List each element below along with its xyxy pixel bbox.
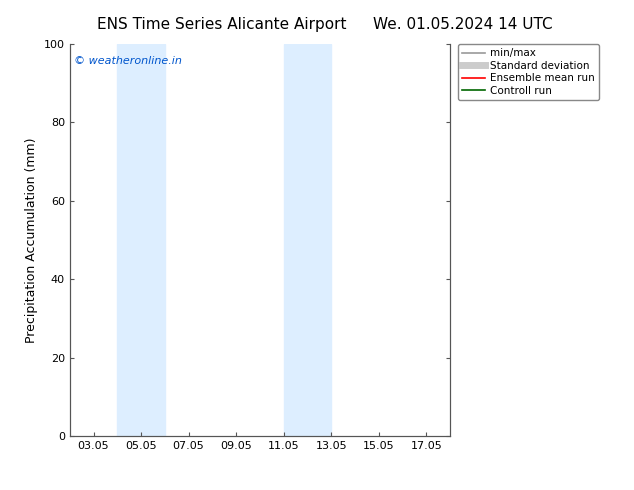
Text: We. 01.05.2024 14 UTC: We. 01.05.2024 14 UTC: [373, 17, 553, 32]
Bar: [117, 44, 165, 436]
Legend: min/max, Standard deviation, Ensemble mean run, Controll run: min/max, Standard deviation, Ensemble me…: [458, 44, 599, 100]
Text: © weatheronline.in: © weatheronline.in: [74, 56, 181, 66]
Bar: [283, 44, 331, 436]
Y-axis label: Precipitation Accumulation (mm): Precipitation Accumulation (mm): [25, 137, 38, 343]
Text: ENS Time Series Alicante Airport: ENS Time Series Alicante Airport: [97, 17, 347, 32]
